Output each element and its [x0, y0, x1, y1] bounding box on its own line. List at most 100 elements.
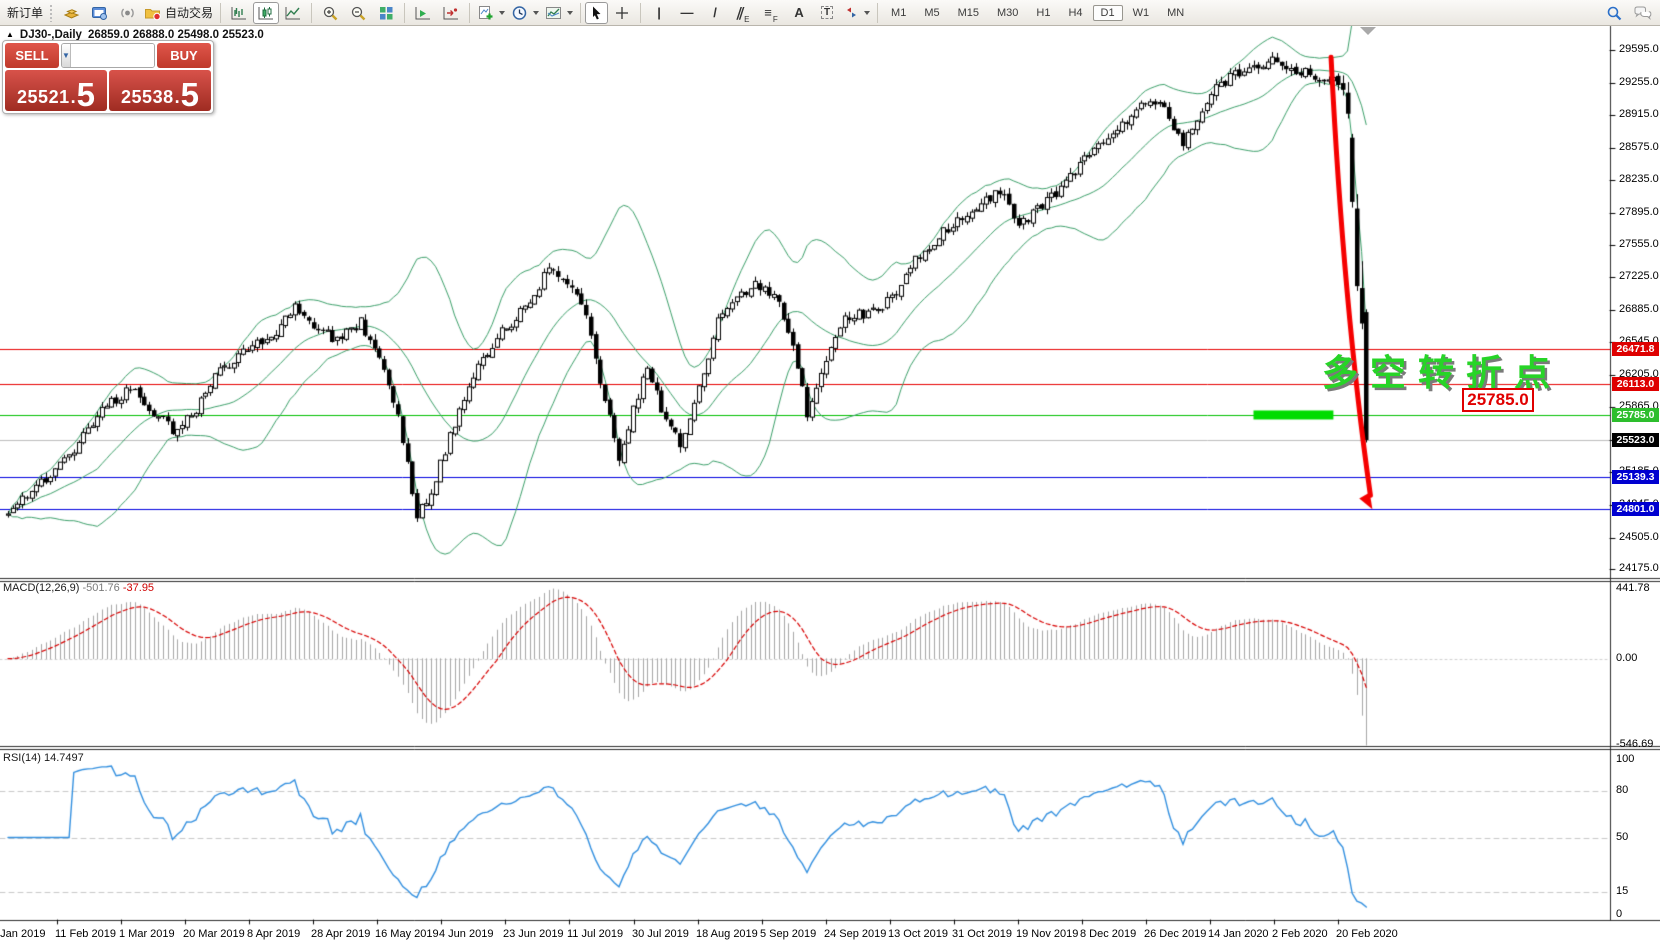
zoom-out-icon[interactable] — [344, 2, 372, 24]
tile-windows-icon[interactable] — [372, 2, 400, 24]
toolbar-separator — [580, 2, 582, 23]
price-axis-tick-label: 26885.0 — [1619, 302, 1659, 315]
timeframe-mn[interactable]: MN — [1167, 6, 1185, 19]
rsi-axis-label: 15 — [1616, 884, 1629, 897]
macd-main-value: -501.76 — [82, 582, 120, 594]
main-toolbar: 新订单 自动交易 | — / ∥ E ≡ F A T M1 M5 M15 M30 H1 H4 D… — [0, 0, 1660, 26]
chevron-down-icon — [499, 10, 506, 15]
rsi-pane-label: RSI(14) 14.7497 — [3, 752, 84, 764]
macd-pane-label: MACD(12,26,9) -501.76 -37.95 — [3, 582, 155, 594]
date-axis-label: 23 Jun 2019 — [503, 928, 564, 940]
price-axis-tick-label: 28575.0 — [1619, 140, 1659, 153]
date-axis-label: 2 Feb 2020 — [1272, 928, 1328, 940]
chart-shift-marker[interactable] — [1360, 27, 1376, 35]
timeframe-h1[interactable]: H1 — [1036, 6, 1051, 19]
shapes-tool[interactable] — [841, 2, 873, 24]
buy-price-box[interactable]: 25538. 5 — [109, 70, 211, 111]
price-axis-tick-label: 29255.0 — [1619, 75, 1659, 88]
timeframe-h4[interactable]: H4 — [1068, 6, 1083, 19]
toolbar-separator — [469, 2, 471, 23]
horizontal-line-tool[interactable]: — — [680, 5, 694, 20]
indicators-button[interactable] — [474, 2, 508, 24]
price-level-label: 26113.0 — [1612, 376, 1659, 391]
autotrade-button[interactable]: 自动交易 — [141, 2, 216, 24]
text-label-tool[interactable]: T — [813, 2, 841, 24]
toolbar-drag-handle — [49, 3, 55, 22]
charts-gold-icon[interactable] — [57, 2, 85, 24]
candle-chart-icon[interactable] — [253, 1, 280, 24]
shapes-icon — [847, 7, 857, 17]
cursor-icon[interactable] — [585, 1, 609, 24]
chart-shift-icon[interactable] — [437, 2, 465, 24]
date-axis-label: 5 Sep 2019 — [760, 928, 817, 940]
date-axis-label: 11 Jul 2019 — [567, 928, 624, 940]
timeframe-m5[interactable]: M5 — [924, 6, 940, 19]
vertical-line-tool[interactable]: | — [657, 5, 661, 20]
signals-icon[interactable] — [113, 2, 141, 24]
price-level-label: 24801.0 — [1612, 502, 1659, 517]
date-axis-label: 1 Mar 2019 — [119, 928, 175, 940]
sell-button[interactable]: SELL — [5, 43, 59, 68]
toolbar-separator — [311, 2, 313, 23]
buy-price-dec: 5 — [180, 76, 199, 113]
ohlc-values: 26859.0 26888.0 25498.0 25523.0 — [87, 29, 264, 41]
timeframe-m1[interactable]: M1 — [891, 6, 907, 19]
market-watch-icon[interactable] — [85, 2, 113, 24]
sell-price-int: 25521 — [17, 87, 70, 107]
price-level-label: 25139.3 — [1612, 469, 1659, 484]
chevron-down-icon — [864, 10, 871, 15]
timeframe-m15[interactable]: M15 — [957, 6, 979, 19]
zoom-in-icon[interactable] — [316, 2, 344, 24]
chevron-down-icon — [567, 10, 574, 15]
toolbar-separator — [877, 2, 879, 23]
sell-price-box[interactable]: 25521. 5 — [5, 70, 107, 111]
toolbar-separator — [220, 2, 222, 23]
text-tool[interactable]: A — [794, 5, 804, 20]
rsi-axis-label: 50 — [1616, 830, 1629, 843]
rsi-axis-label: 80 — [1616, 784, 1629, 796]
price-axis-tick-label: 28235.0 — [1619, 173, 1659, 186]
buy-price-int: 25538 — [121, 87, 174, 107]
rsi-axis-label: 0 — [1616, 908, 1623, 920]
line-chart-icon[interactable] — [279, 2, 307, 24]
trendline-tool[interactable]: / — [713, 5, 717, 20]
fibonacci-tool[interactable]: ≡ F — [764, 5, 778, 24]
timeframe-w1[interactable]: W1 — [1132, 6, 1150, 19]
timeframe-m30[interactable]: M30 — [997, 6, 1019, 19]
date-axis-label: 24 Sep 2019 — [824, 928, 887, 940]
chat-icon[interactable] — [1628, 2, 1656, 24]
volume-decrease-button[interactable]: ▼ — [62, 44, 71, 67]
templates-button[interactable] — [542, 2, 576, 24]
volume-input[interactable] — [70, 44, 154, 67]
macd-signal-value: -37.95 — [122, 582, 155, 594]
rsi-axis-label: 100 — [1616, 753, 1635, 765]
auto-scroll-icon[interactable] — [409, 2, 437, 24]
channel-tool[interactable]: ∥ E — [734, 4, 750, 24]
date-axis-label: 4 Jun 2019 — [439, 928, 494, 940]
price-axis-tick-label: 27555.0 — [1619, 238, 1659, 251]
price-axis-tick-label: 29595.0 — [1619, 43, 1659, 56]
date-axis-label: 13 Oct 2019 — [888, 928, 948, 940]
timeframe-d1[interactable]: D1 — [1092, 4, 1123, 21]
timeframe-bar: M1 M5 M15 M30 H1 H4 D1 W1 MN — [882, 4, 1193, 21]
periods-button[interactable] — [508, 2, 542, 24]
date-axis-label: 28 Apr 2019 — [311, 928, 371, 940]
date-axis-label: 20 Mar 2019 — [183, 928, 245, 940]
macd-axis-label: 0.00 — [1616, 651, 1638, 664]
date-axis-label: 14 Jan 2020 — [1208, 928, 1269, 940]
periods-icon — [512, 5, 527, 20]
bar-chart-icon[interactable] — [225, 2, 253, 24]
crosshair-icon[interactable] — [608, 2, 636, 24]
one-click-trading-panel: SELL ▼ ▲ BUY 25521.5 25538.5 — [2, 40, 214, 114]
templates-icon — [546, 6, 562, 19]
symbol-period-label: DJ30-,Daily — [19, 29, 82, 41]
date-axis-label: 11 Feb 2019 — [55, 928, 116, 940]
current-price-label: 25523.0 — [1612, 433, 1659, 448]
new-order-button[interactable]: 新订单 — [7, 6, 44, 20]
macd-axis-label: -546.69 — [1616, 738, 1654, 750]
date-axis-label: 26 Dec 2019 — [1144, 928, 1207, 940]
buy-button[interactable]: BUY — [157, 43, 211, 68]
search-icon[interactable] — [1600, 2, 1628, 24]
price-level-label: 25785.0 — [1612, 407, 1659, 422]
